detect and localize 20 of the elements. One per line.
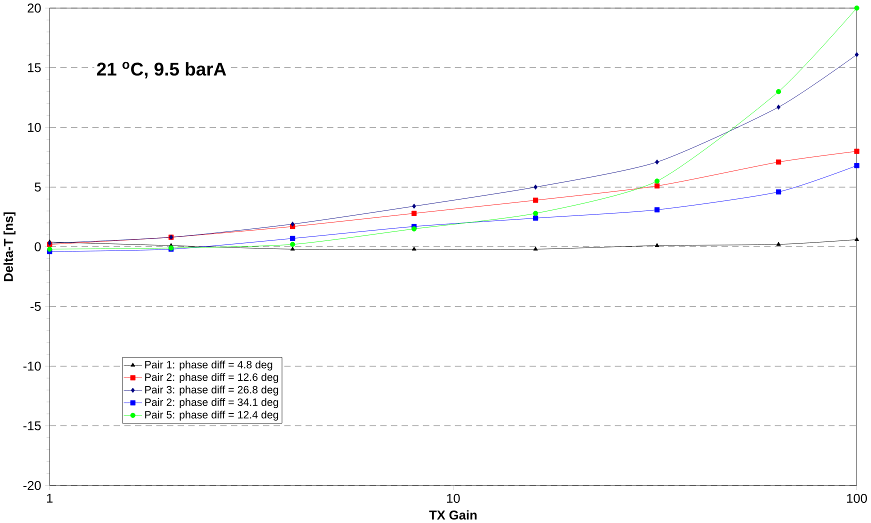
x-tick-label: 100 <box>847 494 867 503</box>
legend-label: Pair 1: phase diff = 4.8 deg <box>145 360 272 370</box>
legend-label: Pair 5: phase diff = 12.4 deg <box>145 410 278 421</box>
legend-label: Pair 3: phase diff = 26.8 deg <box>145 386 278 396</box>
y-tick-label: 5 <box>34 182 41 192</box>
y-tick-label: 15 <box>28 63 41 72</box>
x-tick-label: 1 <box>47 494 53 503</box>
legend-label: Pair 2: phase diff = 12.6 deg <box>145 373 278 383</box>
y-tick-label: -20 <box>23 480 41 490</box>
y-tick-label: 10 <box>28 122 41 132</box>
y-tick-label: 0 <box>34 242 41 252</box>
x-tick-label: 10 <box>447 494 460 503</box>
x-axis-title: TX Gain <box>429 510 477 520</box>
legend-label: Pair 2: phase diff = 34.1 deg <box>145 398 278 408</box>
y-axis-title: Delta-T [ns] <box>4 212 16 282</box>
y-tick-label: -5 <box>30 302 41 311</box>
y-tick-label: -10 <box>23 362 41 371</box>
y-tick-label: -15 <box>23 421 41 430</box>
y-tick-label: 20 <box>28 3 41 13</box>
text: 21 $^{o}$C, 9.5 barA <box>97 62 226 78</box>
